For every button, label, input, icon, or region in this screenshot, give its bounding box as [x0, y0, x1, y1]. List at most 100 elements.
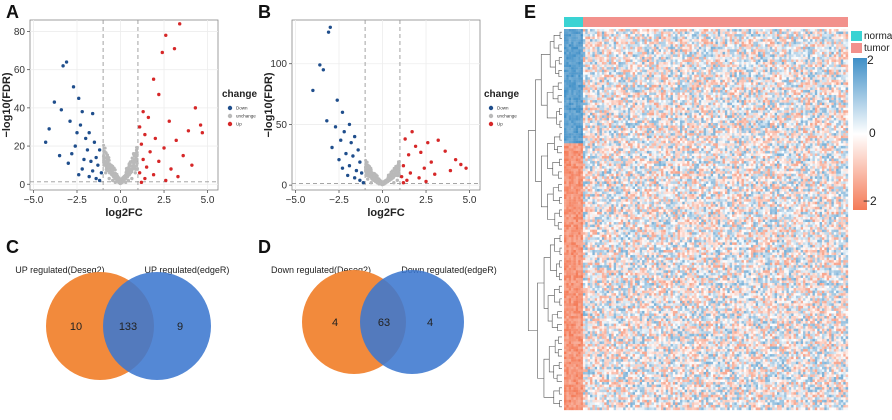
heatmap-cell — [748, 92, 752, 96]
heatmap-cell — [651, 67, 655, 70]
heatmap-cell — [701, 29, 704, 32]
heatmap-cell — [769, 29, 773, 32]
heatmap-cell — [665, 56, 669, 60]
heatmap-cell — [665, 74, 669, 78]
heatmap-cell — [682, 54, 685, 58]
heatmap-cell — [743, 46, 747, 50]
heatmap-cell — [774, 102, 778, 106]
heatmap-cell — [639, 34, 643, 37]
heatmap-cell — [623, 84, 626, 88]
heatmap-cell — [637, 97, 640, 101]
heatmap-cell — [656, 59, 659, 63]
heatmap-cell — [807, 82, 811, 86]
heatmap-cell — [616, 44, 619, 47]
heatmap-cell — [831, 74, 834, 78]
heatmap-cell — [644, 87, 647, 91]
heatmap-cell — [791, 112, 794, 116]
heatmap-cell — [571, 59, 574, 63]
heatmap-cell — [746, 39, 749, 42]
heatmap-cell — [608, 29, 612, 32]
heatmap-cell — [613, 79, 617, 83]
heatmap-cell — [739, 95, 742, 98]
heatmap-cell — [824, 87, 827, 91]
heatmap-cell — [788, 51, 792, 55]
heatmap-cell — [817, 72, 820, 75]
heatmap-cell — [765, 102, 768, 106]
heatmap-cell — [587, 46, 591, 50]
heatmap-cell — [616, 64, 619, 68]
heatmap-cell — [564, 97, 567, 101]
heatmap-cell — [739, 89, 742, 93]
heatmap-cell — [698, 69, 702, 73]
panel-b-x-tick-label-2: 0.0 — [376, 195, 390, 206]
heatmap-cell — [644, 49, 647, 53]
dendrogram-branch — [559, 209, 562, 217]
heatmap-cell — [689, 105, 692, 108]
heatmap-cell — [684, 102, 688, 106]
heatmap-cell — [821, 44, 825, 47]
panel-b-point-up-0 — [410, 130, 414, 134]
heatmap-cell — [829, 112, 832, 116]
heatmap-cell — [788, 34, 792, 37]
heatmap-cell — [691, 97, 695, 101]
panel-b-x-ticks: −5.0 −2.5 0.0 2.5 5.0 — [286, 190, 477, 206]
heatmap-cell — [769, 92, 773, 96]
heatmap-cell — [696, 39, 700, 42]
heatmap-cell — [817, 110, 820, 113]
heatmap-cell — [791, 77, 794, 80]
heatmap-cell — [812, 56, 816, 60]
heatmap-cell — [724, 59, 728, 63]
heatmap-cell — [798, 77, 801, 80]
heatmap-cell — [706, 87, 709, 91]
heatmap-cell — [817, 56, 820, 60]
heatmap-cell — [767, 62, 771, 65]
heatmap-cell — [748, 29, 752, 32]
heatmap-cell — [663, 56, 666, 60]
heatmap-cell — [585, 39, 588, 42]
heatmap-cell — [838, 39, 842, 42]
heatmap-cell — [639, 87, 643, 91]
heatmap-cell — [639, 36, 643, 40]
heatmap-cell — [639, 97, 643, 101]
panel-b-point-down-4 — [311, 88, 315, 93]
heatmap-cell — [573, 82, 576, 86]
heatmap-cell — [767, 31, 771, 35]
heatmap-cell — [578, 41, 581, 45]
heatmap-cell — [601, 39, 605, 42]
heatmap-cell — [838, 92, 842, 96]
heatmap-cell — [578, 95, 581, 98]
heatmap-cell — [665, 69, 669, 73]
heatmap-cell — [750, 105, 754, 108]
heatmap-cell — [597, 49, 600, 53]
heatmap-cell — [646, 107, 650, 111]
heatmap-cell — [765, 82, 768, 86]
heatmap-cell — [646, 51, 650, 55]
heatmap-cell — [590, 51, 593, 55]
heatmap-cell — [708, 72, 711, 75]
heatmap-cell — [821, 29, 825, 32]
heatmap-cell — [836, 97, 839, 101]
heatmap-cell — [838, 36, 842, 40]
heatmap-cell — [653, 79, 657, 83]
heatmap-cell — [720, 79, 723, 83]
heatmap-cell — [819, 51, 823, 55]
heatmap-cell — [833, 29, 837, 32]
heatmap-cell — [829, 31, 832, 35]
heatmap-cell — [713, 34, 716, 37]
heatmap-cell — [833, 46, 837, 50]
heatmap-cell — [599, 69, 603, 73]
heatmap-cell — [720, 100, 723, 103]
heatmap-cell — [800, 64, 804, 68]
heatmap-cell — [571, 44, 574, 47]
heatmap-cell — [578, 44, 581, 47]
heatmap-cell — [717, 34, 721, 37]
heatmap-cell — [755, 97, 759, 101]
heatmap-cell — [708, 112, 711, 116]
heatmap-cell — [798, 95, 801, 98]
heatmap-cell — [713, 77, 716, 80]
heatmap-cell — [760, 46, 763, 50]
heatmap-cell — [753, 41, 756, 45]
heatmap-cell — [663, 92, 666, 96]
heatmap-cell — [675, 54, 678, 58]
heatmap-cell — [772, 77, 775, 80]
